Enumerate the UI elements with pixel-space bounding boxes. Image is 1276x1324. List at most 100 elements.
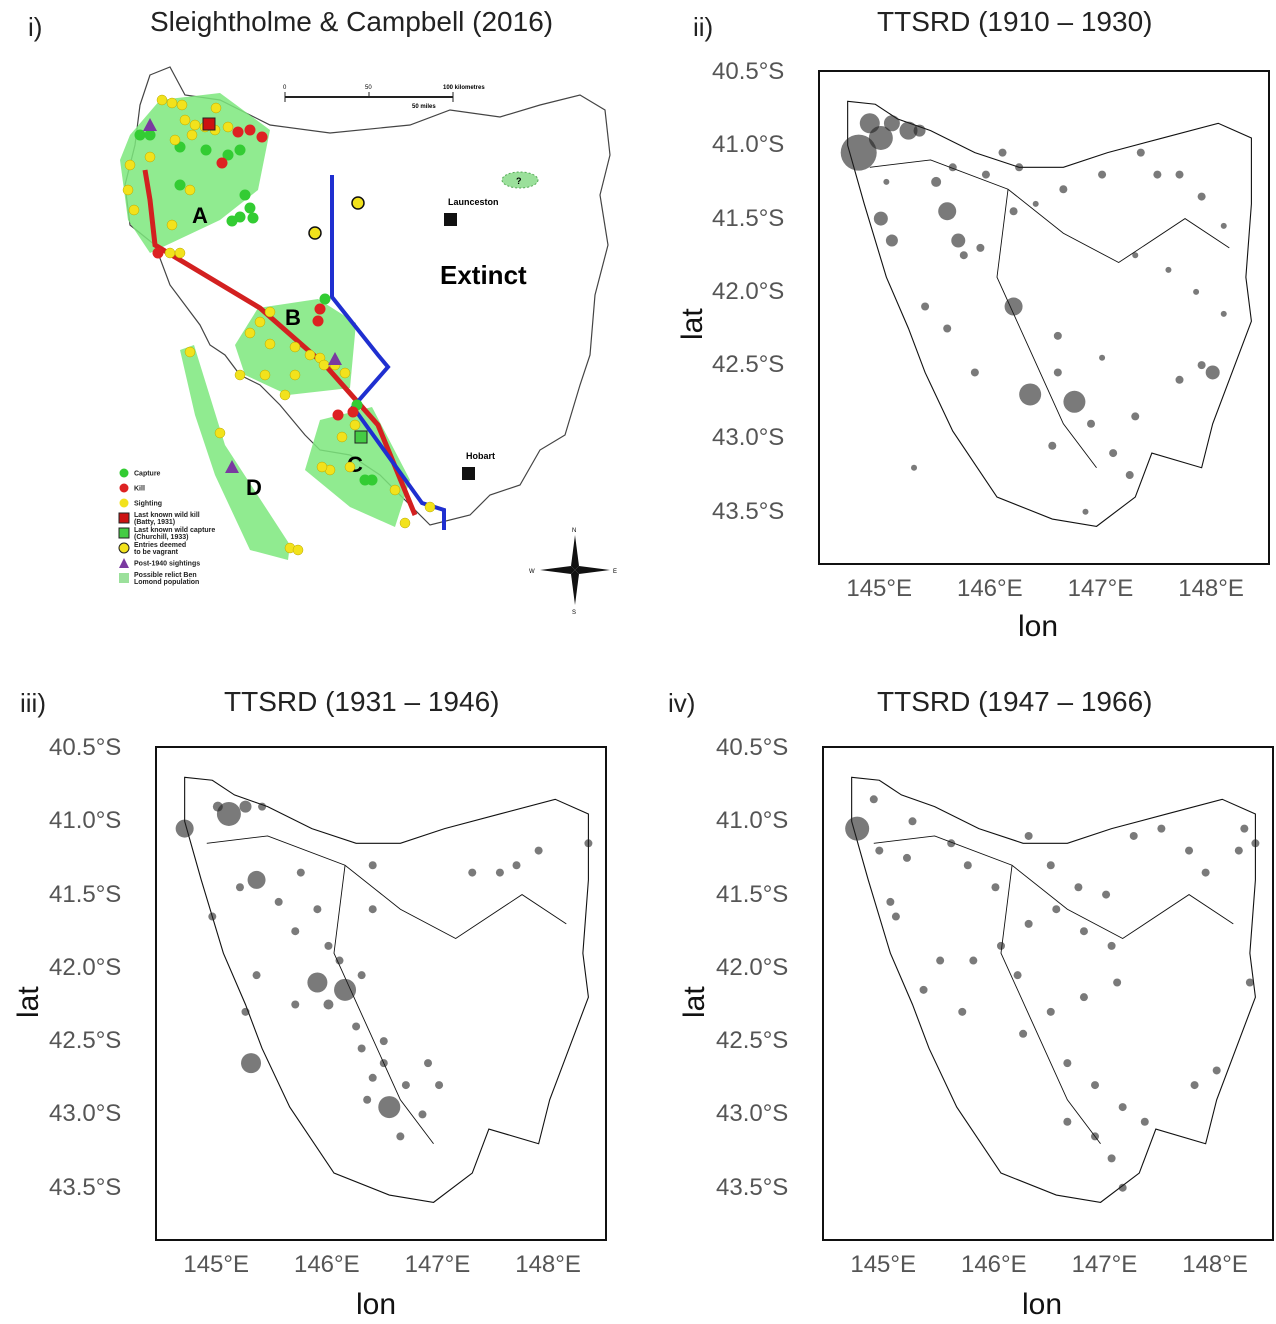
region-a-area xyxy=(120,93,270,253)
record-point xyxy=(357,1044,366,1053)
scatter-plot-iii xyxy=(175,776,593,1203)
record-point xyxy=(378,1096,401,1119)
tasmania-outline xyxy=(184,776,589,1203)
record-point xyxy=(324,941,333,950)
record-point xyxy=(1193,288,1200,295)
panel-label-ii: ii) xyxy=(693,12,714,42)
legend-label-3: Last known wild kill xyxy=(134,512,200,519)
ylabel-iii: lat xyxy=(12,986,45,1018)
record-marker xyxy=(232,126,244,138)
ytick-label: 42.0°S xyxy=(49,953,122,981)
legend-symbol-1 xyxy=(119,483,129,493)
ytick-label: 42.5°S xyxy=(712,351,785,379)
launceston-marker xyxy=(444,213,457,226)
record-marker xyxy=(174,179,186,191)
record-point xyxy=(970,368,979,377)
record-marker xyxy=(339,367,351,379)
record-marker xyxy=(186,129,198,141)
record-point xyxy=(1059,185,1068,194)
ytick-label: 41.5°S xyxy=(716,880,789,908)
record-point xyxy=(1053,368,1062,377)
record-point xyxy=(1079,993,1088,1002)
legend-symbol-4 xyxy=(118,527,130,539)
record-point xyxy=(1098,170,1107,179)
ytick-label: 43.5°S xyxy=(712,497,785,525)
region-boundary-1 xyxy=(996,189,1097,469)
record-marker xyxy=(336,431,348,443)
record-point xyxy=(1063,1117,1072,1126)
post-1940-triangle xyxy=(328,352,342,365)
record-point xyxy=(357,971,366,980)
legend-sub-4: (Churchill, 1933) xyxy=(134,534,188,541)
xlabel-ii: lon xyxy=(1018,610,1059,643)
record-point xyxy=(1019,383,1042,406)
xtick-label: 145°E xyxy=(850,1251,917,1278)
record-point xyxy=(1024,919,1033,928)
record-point xyxy=(363,1095,372,1104)
record-point xyxy=(931,176,942,187)
record-point xyxy=(1153,170,1162,179)
record-point xyxy=(352,1022,361,1031)
record-marker xyxy=(200,144,212,156)
record-point xyxy=(368,1073,377,1082)
record-point xyxy=(1015,163,1024,172)
record-point xyxy=(1091,1132,1100,1141)
region-boundary-0 xyxy=(869,159,1230,264)
record-point xyxy=(885,234,898,247)
record-point xyxy=(368,861,377,870)
record-point xyxy=(335,956,344,965)
region-boundary-0 xyxy=(206,835,567,940)
record-point xyxy=(1175,170,1184,179)
record-point xyxy=(1053,331,1062,340)
record-point xyxy=(1063,1059,1072,1068)
legend-symbol-7 xyxy=(119,573,129,583)
last-wild-kill-marker xyxy=(202,117,216,131)
record-point xyxy=(921,302,930,311)
record-point xyxy=(313,905,322,914)
legend-symbol-2 xyxy=(119,498,129,508)
record-marker xyxy=(144,129,156,141)
record-point xyxy=(291,1000,300,1009)
record-marker xyxy=(134,129,146,141)
record-point xyxy=(1190,1081,1199,1090)
ytick-label: 41.0°S xyxy=(49,807,122,835)
record-point xyxy=(1107,941,1116,950)
xtick-label: 145°E xyxy=(183,1251,250,1278)
tasmania-outline xyxy=(847,100,1252,527)
panel-title-iii: TTSRD (1931 – 1946) xyxy=(224,686,500,717)
legend-symbol-5 xyxy=(118,542,130,554)
record-marker xyxy=(312,315,324,327)
record-point xyxy=(334,978,357,1001)
xtick-label: 146°E xyxy=(956,575,1023,602)
record-marker xyxy=(122,184,134,196)
scale-50-label: 50 xyxy=(365,85,372,91)
record-marker xyxy=(214,427,226,439)
record-marker xyxy=(166,219,178,231)
record-marker xyxy=(344,461,356,473)
record-point xyxy=(1165,266,1172,273)
ytick-label: 41.0°S xyxy=(712,131,785,159)
panel-title-i: Sleightholme & Campbell (2016) xyxy=(150,6,554,37)
record-point xyxy=(1087,419,1096,428)
panel-label-i: i) xyxy=(28,12,43,42)
record-point xyxy=(911,464,918,471)
record-point xyxy=(908,817,917,826)
record-marker xyxy=(259,369,271,381)
record-point xyxy=(1197,361,1206,370)
extinct-label: Extinct xyxy=(440,260,527,290)
ytick-label: 43.0°S xyxy=(716,1100,789,1128)
record-point xyxy=(1004,297,1023,316)
ytick-label: 40.5°S xyxy=(712,58,785,85)
ytick-label: 40.5°S xyxy=(716,734,789,761)
region-d-label: D xyxy=(246,475,262,500)
legend-symbol-0 xyxy=(119,468,129,478)
record-point xyxy=(252,971,261,980)
record-marker xyxy=(359,474,371,486)
record-marker xyxy=(319,293,331,305)
record-point xyxy=(424,1059,433,1068)
record-point xyxy=(1118,1183,1127,1192)
record-marker xyxy=(222,149,234,161)
record-point xyxy=(1063,390,1086,413)
record-point xyxy=(1079,927,1088,936)
scale-0-label: 0 xyxy=(283,85,287,91)
